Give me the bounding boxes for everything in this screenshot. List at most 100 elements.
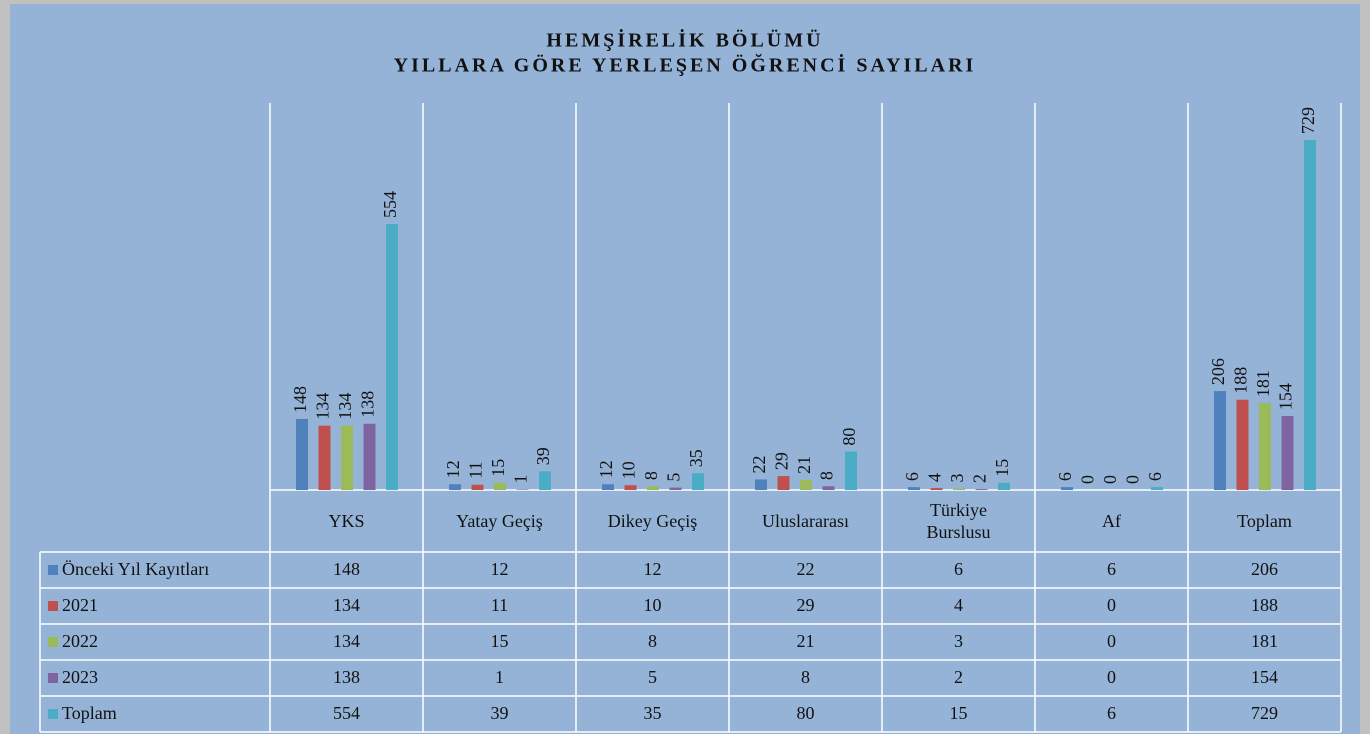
table-cell: 11 — [491, 595, 508, 615]
table-cell: 138 — [333, 667, 360, 687]
value-label: 6 — [1055, 472, 1075, 481]
table-cell: 12 — [644, 559, 662, 579]
x-tick-label: Af — [1102, 511, 1121, 531]
value-label: 148 — [290, 386, 310, 413]
value-label: 1 — [511, 475, 531, 484]
value-label: 2 — [970, 474, 990, 483]
chart-title: HEMŞİRELİK BÖLÜMÜ — [546, 28, 823, 52]
table-cell: 4 — [954, 595, 963, 615]
table-cell: 10 — [644, 595, 662, 615]
bar — [1304, 140, 1316, 490]
table-cell: 3 — [954, 631, 963, 651]
bar — [1259, 403, 1271, 490]
value-label: 181 — [1253, 370, 1273, 397]
table-cell: 80 — [797, 703, 815, 723]
table-cell: 12 — [491, 559, 509, 579]
bar — [647, 486, 659, 490]
value-label: 5 — [664, 473, 684, 482]
value-label: 3 — [947, 474, 967, 483]
table-cell: 2 — [954, 667, 963, 687]
table-cell: 148 — [333, 559, 360, 579]
bar — [800, 479, 812, 490]
table-cell: 35 — [644, 703, 662, 723]
legend-swatch — [48, 565, 58, 575]
table-cell: 8 — [801, 667, 810, 687]
table-cell: 6 — [954, 559, 963, 579]
legend-label: Önceki Yıl Kayıtları — [62, 559, 209, 579]
table-cell: 0 — [1107, 667, 1116, 687]
value-label: 12 — [443, 460, 463, 478]
table-cell: 22 — [797, 559, 815, 579]
table-cell: 6 — [1107, 559, 1116, 579]
table-cell: 29 — [797, 595, 815, 615]
value-label: 11 — [466, 461, 486, 478]
table-cell: 188 — [1251, 595, 1278, 615]
value-label: 154 — [1276, 383, 1296, 410]
x-tick-label: Türkiye Burslusu — [926, 500, 991, 542]
bar — [539, 471, 551, 490]
value-label: 15 — [992, 459, 1012, 477]
table-cell: 154 — [1251, 667, 1278, 687]
value-label: 206 — [1208, 358, 1228, 385]
table-cell: 5 — [648, 667, 657, 687]
value-label: 15 — [488, 459, 508, 477]
value-label: 554 — [380, 191, 400, 218]
table-cell: 0 — [1107, 595, 1116, 615]
table-cell: 0 — [1107, 631, 1116, 651]
value-label: 0 — [1078, 475, 1098, 484]
table-cell: 8 — [648, 631, 657, 651]
value-label: 21 — [794, 456, 814, 474]
value-label: 0 — [1123, 475, 1143, 484]
x-tick-label: YKS — [328, 511, 365, 531]
bar — [1236, 399, 1249, 490]
bar — [845, 451, 857, 490]
value-label: 22 — [749, 455, 769, 473]
table-cell: 181 — [1251, 631, 1278, 651]
value-label: 39 — [533, 447, 553, 465]
bar — [624, 485, 637, 490]
table-cell: 1 — [495, 667, 504, 687]
value-label: 4 — [925, 473, 945, 482]
value-label: 188 — [1231, 367, 1251, 394]
bar — [318, 425, 331, 490]
x-tick-label: Toplam — [1237, 511, 1292, 531]
value-label: 134 — [313, 393, 333, 420]
chart-title: YILLARA GÖRE YERLEŞEN ÖĞRENCİ SAYILARI — [394, 53, 977, 77]
legend-label: 2022 — [62, 631, 98, 651]
legend-swatch — [48, 709, 58, 719]
table-cell: 39 — [491, 703, 509, 723]
table-cell: 729 — [1251, 703, 1278, 723]
value-label: 729 — [1298, 107, 1318, 134]
bar — [1151, 487, 1163, 490]
bar — [998, 482, 1010, 490]
bar — [1214, 391, 1226, 490]
value-label: 29 — [772, 452, 792, 470]
bar — [449, 484, 461, 490]
x-tick-label: Uluslararası — [762, 511, 849, 531]
table-cell: 554 — [333, 703, 360, 723]
legend-swatch — [48, 601, 58, 611]
legend-label: Toplam — [62, 703, 117, 723]
bar — [1281, 416, 1294, 490]
legend-swatch — [48, 637, 58, 647]
table-cell: 134 — [333, 595, 360, 615]
bar — [471, 484, 484, 490]
bar — [755, 479, 767, 490]
legend-label: 2023 — [62, 667, 98, 687]
value-label: 10 — [619, 461, 639, 479]
bar — [386, 224, 398, 490]
value-label: 134 — [335, 393, 355, 420]
bar — [669, 487, 682, 490]
bar — [975, 489, 988, 490]
bar — [363, 423, 376, 490]
value-label: 138 — [358, 391, 378, 418]
bar — [908, 487, 920, 490]
legend-swatch — [48, 673, 58, 683]
x-tick-label: Dikey Geçiş — [607, 511, 698, 531]
value-label: 6 — [1145, 472, 1165, 481]
bar — [930, 488, 943, 490]
value-label: 80 — [839, 428, 859, 446]
table-cell: 134 — [333, 631, 360, 651]
